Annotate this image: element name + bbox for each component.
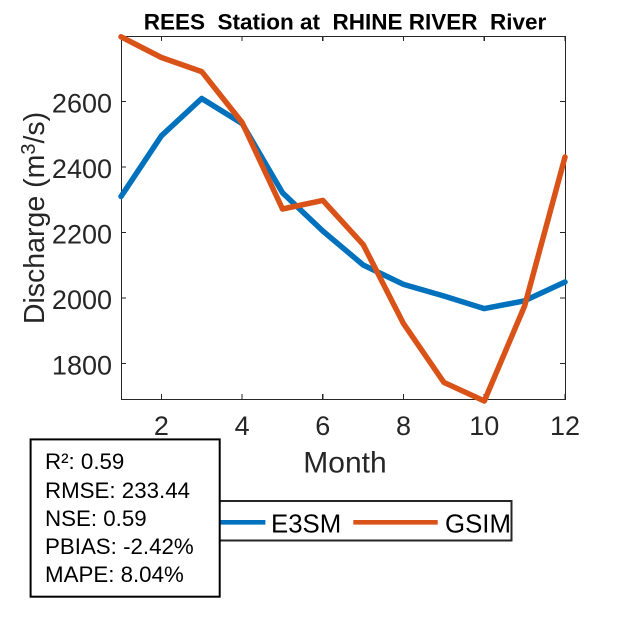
svg-text:2200: 2200 (52, 219, 112, 249)
svg-text:1800: 1800 (52, 350, 112, 380)
svg-text:4: 4 (235, 411, 250, 441)
svg-text:REES Station at RHINE RIVER: REES Station at RHINE RIVER River (144, 10, 547, 35)
svg-text:RMSE: 233.44: RMSE: 233.44 (45, 478, 190, 503)
svg-text:Discharge (m3/s): Discharge (m3/s) (18, 112, 51, 324)
svg-text:PBIAS: -2.42%: PBIAS: -2.42% (45, 534, 194, 559)
svg-text:GSIM: GSIM (445, 511, 511, 539)
svg-text:2600: 2600 (52, 88, 112, 118)
svg-text:10: 10 (469, 411, 499, 441)
svg-text:R²: 0.59: R²: 0.59 (45, 449, 124, 474)
svg-text:2400: 2400 (52, 154, 112, 184)
svg-text:E3SM: E3SM (271, 511, 341, 539)
svg-text:Month: Month (303, 447, 386, 480)
svg-text:6: 6 (315, 411, 330, 441)
svg-text:2000: 2000 (52, 285, 112, 315)
svg-text:8: 8 (396, 411, 411, 441)
svg-text:12: 12 (550, 411, 580, 441)
svg-text:MAPE: 8.04%: MAPE: 8.04% (45, 562, 184, 587)
svg-text:2: 2 (154, 411, 169, 441)
svg-text:NSE: 0.59: NSE: 0.59 (45, 506, 147, 531)
